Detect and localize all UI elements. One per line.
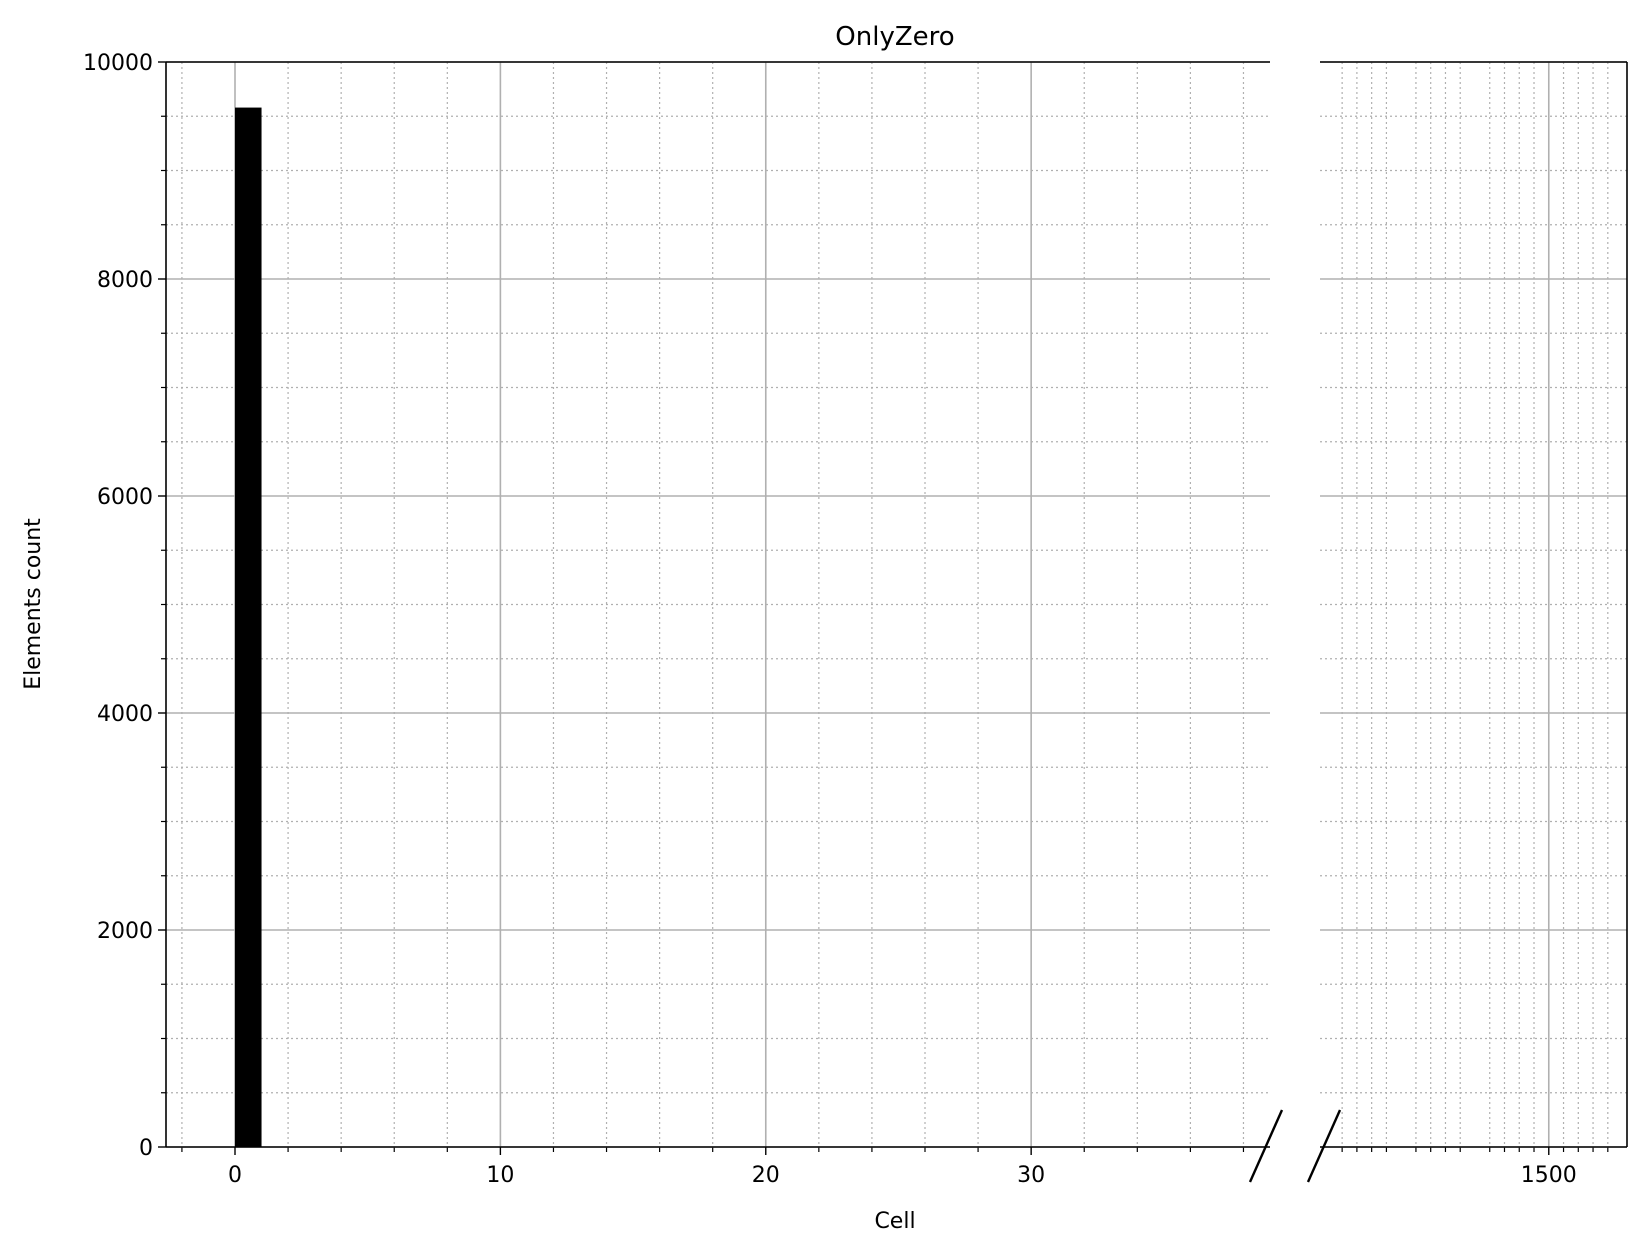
y-tick-label: 0	[139, 1136, 153, 1161]
x-axis-label: Cell	[874, 1209, 915, 1234]
y-tick-label: 8000	[97, 268, 153, 293]
axis-break-mark	[1306, 1109, 1342, 1183]
x-tick-label: 10	[486, 1163, 514, 1188]
y-tick-label: 4000	[97, 702, 153, 727]
plot-area: 0 10 20 30 0 2000 4000 6000 8000 10000 1500	[83, 51, 1628, 1188]
y-tick-label: 2000	[97, 919, 153, 944]
x-tick-label: 30	[1017, 1163, 1045, 1188]
bar	[235, 107, 262, 1148]
y-tick-label: 6000	[97, 485, 153, 510]
y-axis-label: Elements count	[21, 518, 46, 690]
x-tick-label: 1500	[1521, 1163, 1577, 1188]
axis-break-mark	[1248, 1109, 1284, 1183]
y-tick-label: 10000	[83, 51, 153, 76]
chart-title: OnlyZero	[835, 22, 954, 52]
x-tick-label: 20	[752, 1163, 780, 1188]
x-tick-label: 0	[228, 1163, 242, 1188]
